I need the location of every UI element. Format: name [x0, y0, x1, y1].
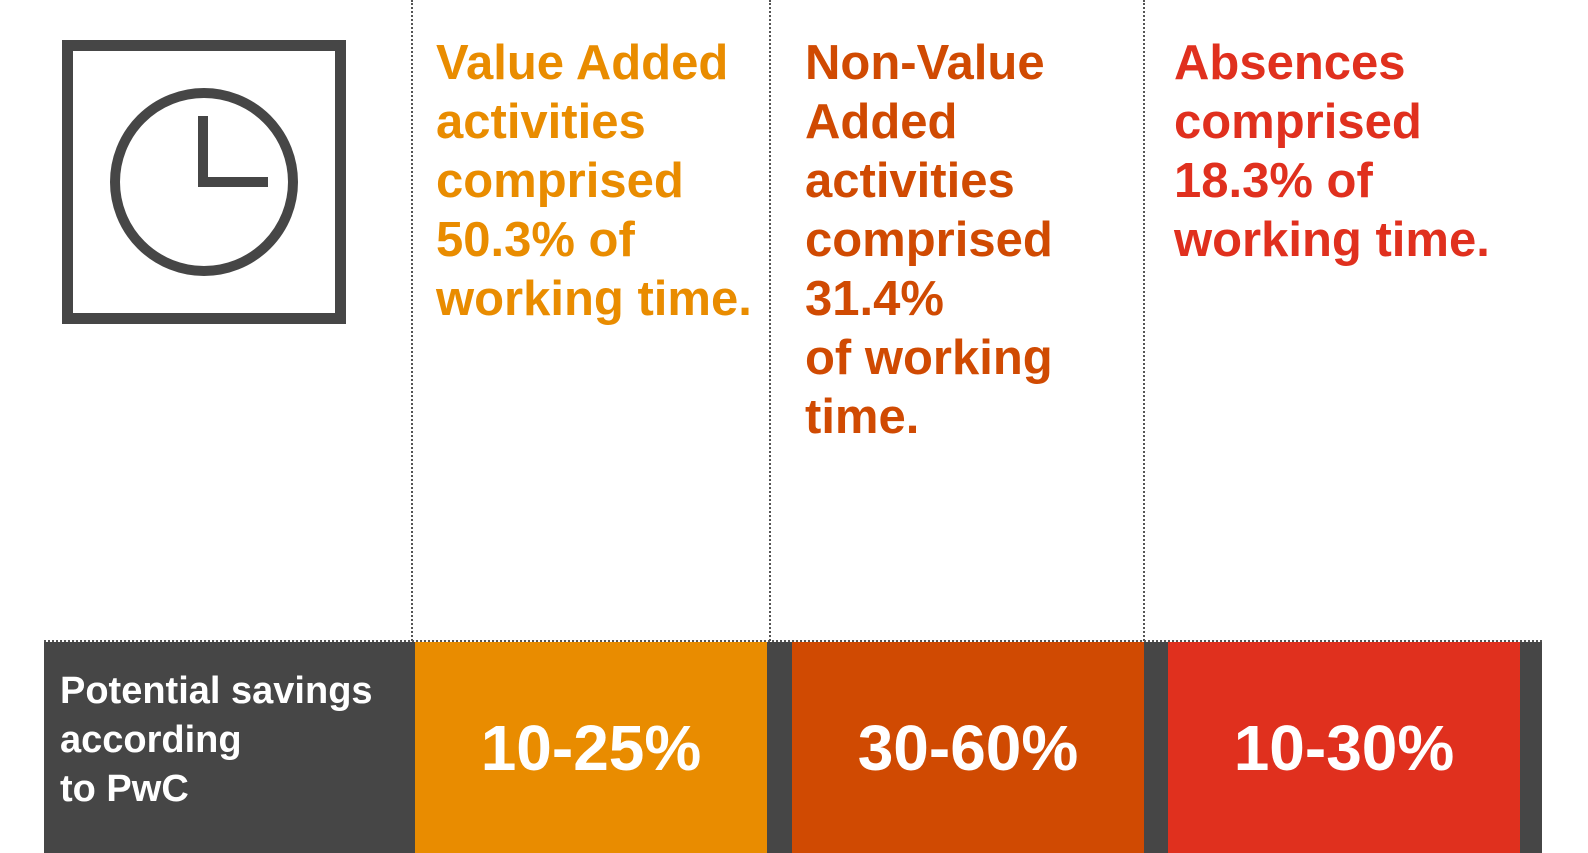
row-divider: [44, 640, 1542, 642]
column-divider: [411, 0, 413, 641]
non-value-added-text: Non-Value Added activities comprised 31.…: [805, 36, 1053, 444]
non-value-added-savings-value: 30-60%: [857, 711, 1079, 784]
value-added-text: Value Added activities comprised 50.3% o…: [436, 36, 752, 326]
absences-savings-value: 10-30%: [1233, 711, 1455, 784]
clock-icon: [62, 40, 346, 324]
column-divider: [1143, 0, 1145, 641]
non-value-added-savings-box: 30-60%: [792, 642, 1144, 853]
savings-label: Potential savings according to PwC: [60, 670, 373, 810]
absences-text: Absences comprised 18.3% of working time…: [1174, 36, 1490, 267]
absences-savings-box: 10-30%: [1168, 642, 1520, 853]
value-added-savings-box: 10-25%: [415, 642, 767, 853]
value-added-savings-value: 10-25%: [480, 711, 702, 784]
column-divider: [769, 0, 771, 641]
